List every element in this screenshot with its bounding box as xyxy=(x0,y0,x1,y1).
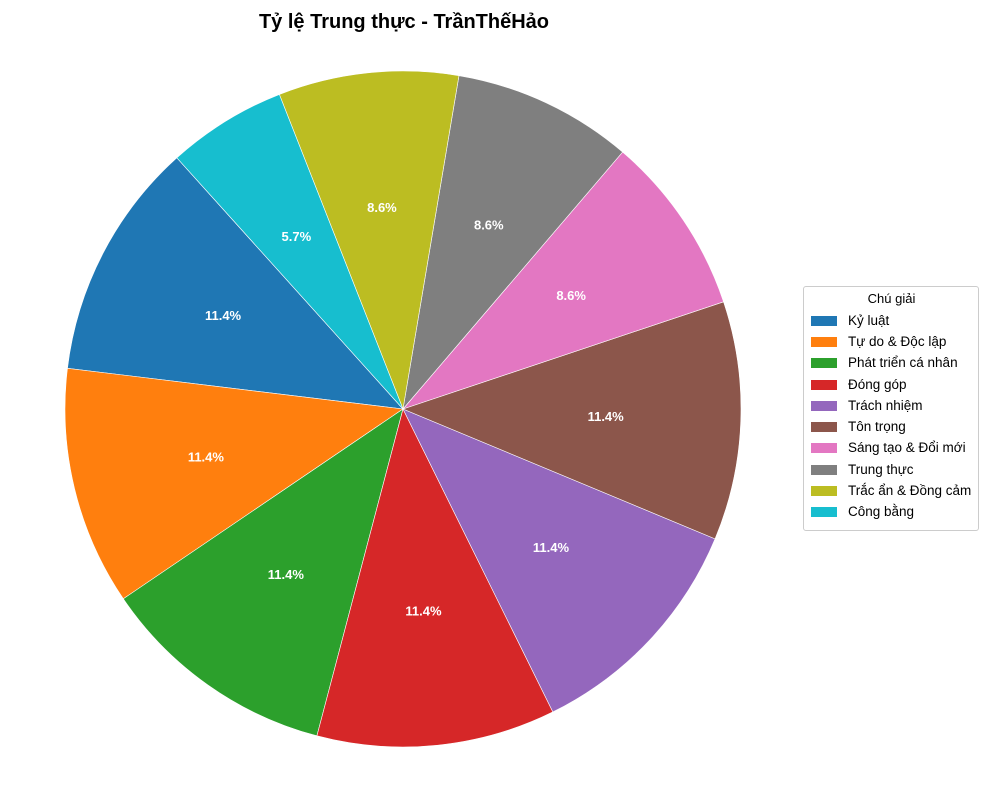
pie-slice-6 xyxy=(402,301,742,540)
pie-slice-label-4: 11.4% xyxy=(405,603,442,618)
legend-label-5: Trách nhiệm xyxy=(848,397,923,413)
pie-slice-labels: 11.4% 11.4% 11.4% 11.4% 11.4% 11.4% 8.6% 8.6% 8.… xyxy=(188,200,624,618)
legend-label-7: Sáng tạo & Đổi mới xyxy=(848,440,966,456)
pie-slice-9 xyxy=(278,70,460,411)
legend-swatch-5 xyxy=(811,400,837,411)
legend-swatch-10 xyxy=(811,507,837,518)
pie-slice-7 xyxy=(402,151,724,410)
pie-slice-label-7: 8.6% xyxy=(556,288,586,303)
legend-label-2: Tự do & Độc lập xyxy=(848,333,947,349)
pie-slice-label-3: 11.4% xyxy=(268,567,305,582)
legend-item-5: Trách nhiệm xyxy=(811,395,972,416)
legend-swatch-3 xyxy=(811,358,837,369)
legend-swatch-2 xyxy=(811,336,837,347)
legend-item-1: Kỷ luật xyxy=(811,310,972,331)
pie-slice-8 xyxy=(402,75,624,411)
legend-item-9: Trắc ẩn & Đồng cảm xyxy=(811,480,972,501)
legend-item-2: Tự do & Độc lập xyxy=(811,331,972,352)
legend-swatch-7 xyxy=(811,443,837,454)
pie-slice-label-9: 8.6% xyxy=(367,200,397,215)
legend-label-3: Phát triển cá nhân xyxy=(848,355,958,371)
pie-slice-label-8: 8.6% xyxy=(474,218,504,233)
pie-slice-label-5: 11.4% xyxy=(533,540,570,555)
pie-slice-4 xyxy=(316,408,554,748)
legend-label-9: Trắc ẩn & Đồng cảm xyxy=(848,483,972,499)
legend-swatch-1 xyxy=(811,315,837,326)
legend-items: Kỷ luật Tự do & Độc lập Phát triển cá nhân… xyxy=(811,310,972,523)
legend-item-3: Phát triển cá nhân xyxy=(811,353,972,374)
pie-slice-label-10: 5.7% xyxy=(282,229,312,244)
pie-slices xyxy=(64,70,742,748)
legend-item-6: Tôn trọng xyxy=(811,416,972,437)
legend-swatch-4 xyxy=(811,379,837,390)
pie-slice-3 xyxy=(122,408,404,737)
legend-label-6: Tôn trọng xyxy=(848,419,906,435)
legend-title: Chú giải xyxy=(867,291,916,306)
legend-swatch-8 xyxy=(811,464,837,475)
legend-item-7: Sáng tạo & Đổi mới xyxy=(811,438,972,459)
legend-item-8: Trung thực xyxy=(811,459,972,480)
pie-slice-label-2: 11.4% xyxy=(188,449,225,464)
legend-swatch-6 xyxy=(811,422,837,433)
legend-label-4: Đóng góp xyxy=(848,376,907,392)
legend: Chú giải Kỷ luật Tự do & Độc lập Phát triể… xyxy=(803,286,979,531)
pie-slice-2 xyxy=(64,367,404,600)
pie-slice-5 xyxy=(402,408,716,713)
pie-slice-label-6: 11.4% xyxy=(588,409,625,424)
legend-swatch-9 xyxy=(811,486,837,497)
legend-item-4: Đóng góp xyxy=(811,374,972,395)
legend-label-1: Kỷ luật xyxy=(848,312,890,328)
chart-title: Tỷ lệ Trung thực - TrầnThếHảo xyxy=(258,11,550,33)
legend-label-8: Trung thực xyxy=(848,461,914,477)
pie-slice-1 xyxy=(67,157,404,410)
pie-slice-10 xyxy=(176,94,404,410)
legend-label-10: Công bằng xyxy=(848,504,915,520)
legend-item-10: Công bằng xyxy=(811,502,972,523)
pie-slice-label-1: 11.4% xyxy=(205,308,242,323)
